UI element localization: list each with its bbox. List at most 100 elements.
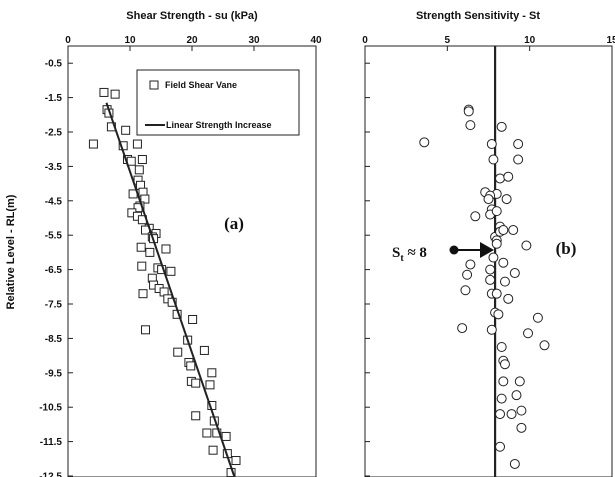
shear-vane-point: [88, 139, 98, 149]
shear-vane-point: [188, 314, 198, 324]
panel-label-b: (b): [556, 239, 577, 258]
panel-shear-strength: Shear Strength - su (kPa) Relative Level…: [5, 10, 322, 477]
sensitivity-point: [539, 340, 550, 351]
shear-vane-point: [138, 289, 148, 299]
sensitivity-point: [460, 285, 471, 296]
sensitivity-point: [488, 154, 499, 165]
shear-vane-point: [137, 155, 147, 165]
x-tick-label-a: 40: [310, 35, 322, 46]
shear-vane-point: [191, 411, 201, 421]
shear-vane-point: [212, 428, 222, 438]
annotation-main: S: [392, 245, 400, 261]
linear-strength-line: [105, 102, 236, 477]
y-tick-label: -4.5: [45, 196, 63, 207]
sensitivity-point: [491, 206, 502, 217]
shear-vane-point: [167, 297, 177, 307]
sensitivity-point: [498, 257, 509, 268]
sensitivity-point: [503, 293, 514, 304]
sensitivity-point: [501, 194, 512, 205]
y-tick-label: -9.5: [45, 368, 63, 379]
shear-vane-point: [110, 89, 120, 99]
shear-vane-point: [207, 368, 217, 378]
y-tick-label: -6.5: [45, 265, 63, 276]
shear-vane-point: [231, 456, 241, 466]
panel-label-a: (a): [224, 214, 244, 233]
sensitivity-point: [506, 409, 517, 420]
x-tick-label-a: 20: [186, 35, 198, 46]
sensitivity-point: [462, 269, 473, 280]
y-tick-label: -12.5: [39, 472, 62, 477]
plot-area-b: [364, 45, 613, 477]
y-tick-label: -10.5: [39, 403, 62, 414]
legend-square-marker: [149, 80, 159, 90]
annotation-arrow-head: [480, 242, 494, 258]
sensitivity-point: [513, 154, 524, 165]
sensitivity-point: [532, 312, 543, 323]
sensitivity-point: [495, 173, 506, 184]
sensitivity-point: [486, 324, 497, 335]
sensitivity-point: [463, 106, 474, 117]
sensitivity-point: [495, 409, 506, 420]
sensitivity-point: [516, 405, 527, 416]
shear-vane-point: [132, 139, 142, 149]
x-tick-label-b: 0: [362, 35, 368, 46]
y-tick-label: -5.5: [45, 231, 63, 242]
sensitivity-point: [465, 120, 476, 131]
shear-vane-point: [140, 194, 150, 204]
sensitivity-point: [523, 328, 534, 339]
sensitivity-annotation: St ≈ 8: [392, 242, 494, 264]
chart-b-title: Strength Sensitivity - St: [416, 10, 540, 22]
sensitivity-point: [495, 441, 506, 452]
sensitivity-point: [488, 252, 499, 263]
y-tick-label: -2.5: [45, 128, 63, 139]
x-tick-label-a: 30: [248, 35, 260, 46]
shear-vane-point: [202, 428, 212, 438]
sensitivity-point: [503, 171, 514, 182]
x-tick-label-a: 10: [124, 35, 136, 46]
x-tick-label-b: 10: [524, 35, 536, 46]
legend: Field Shear Vane Linear Strength Increas…: [136, 69, 300, 136]
y-tick-label: -7.5: [45, 300, 63, 311]
annotation-rest: ≈ 8: [404, 245, 427, 261]
annotation-label: St ≈ 8: [392, 245, 427, 264]
x-tick-label-a: 0: [65, 35, 71, 46]
shear-vane-point: [166, 266, 176, 276]
sensitivity-point: [419, 137, 430, 148]
sensitivity-point: [511, 390, 522, 401]
sensitivity-point: [496, 342, 507, 352]
shear-vane-point: [221, 431, 231, 441]
sensitivity-point: [499, 359, 510, 370]
shear-vane-point: [134, 165, 144, 175]
sensitivity-point: [521, 240, 532, 251]
shear-vane-point: [121, 125, 131, 135]
shear-vane-point: [208, 445, 218, 455]
sensitivity-point: [493, 309, 504, 320]
shear-vane-point: [141, 325, 150, 335]
shear-vane-point: [173, 347, 183, 357]
chart-a-title: Shear Strength - su (kPa): [126, 10, 258, 22]
sensitivity-point: [496, 121, 507, 132]
sensitivity-point: [491, 238, 502, 249]
shear-vane-point: [199, 345, 209, 355]
y-tick-label: -3.5: [45, 162, 63, 173]
y-axis-label: Relative Level - RL(m): [5, 194, 17, 309]
sensitivity-point: [516, 422, 527, 433]
sensitivity-point: [465, 259, 476, 270]
y-tick-label: -1.5: [45, 93, 63, 104]
y-tick-label: -8.5: [45, 334, 63, 345]
sensitivity-point: [498, 225, 509, 236]
shear-vane-point: [145, 247, 155, 257]
annotation-subscript: t: [400, 253, 404, 264]
sensitivity-point: [485, 264, 496, 275]
sensitivity-point: [514, 376, 525, 387]
y-tick-label: -11.5: [40, 437, 63, 448]
panel-strength-sensitivity: Strength Sensitivity - St 0 5 10 15 (b) St …: [362, 10, 615, 477]
shear-vane-point: [186, 361, 196, 371]
y-tick-label: -0.5: [45, 59, 63, 70]
sensitivity-point: [509, 458, 520, 469]
shear-vane-point: [136, 242, 146, 252]
sensitivity-point: [496, 393, 507, 404]
shear-vane-point: [161, 244, 171, 254]
legend-label-field-shear-vane: Field Shear Vane: [165, 80, 237, 90]
